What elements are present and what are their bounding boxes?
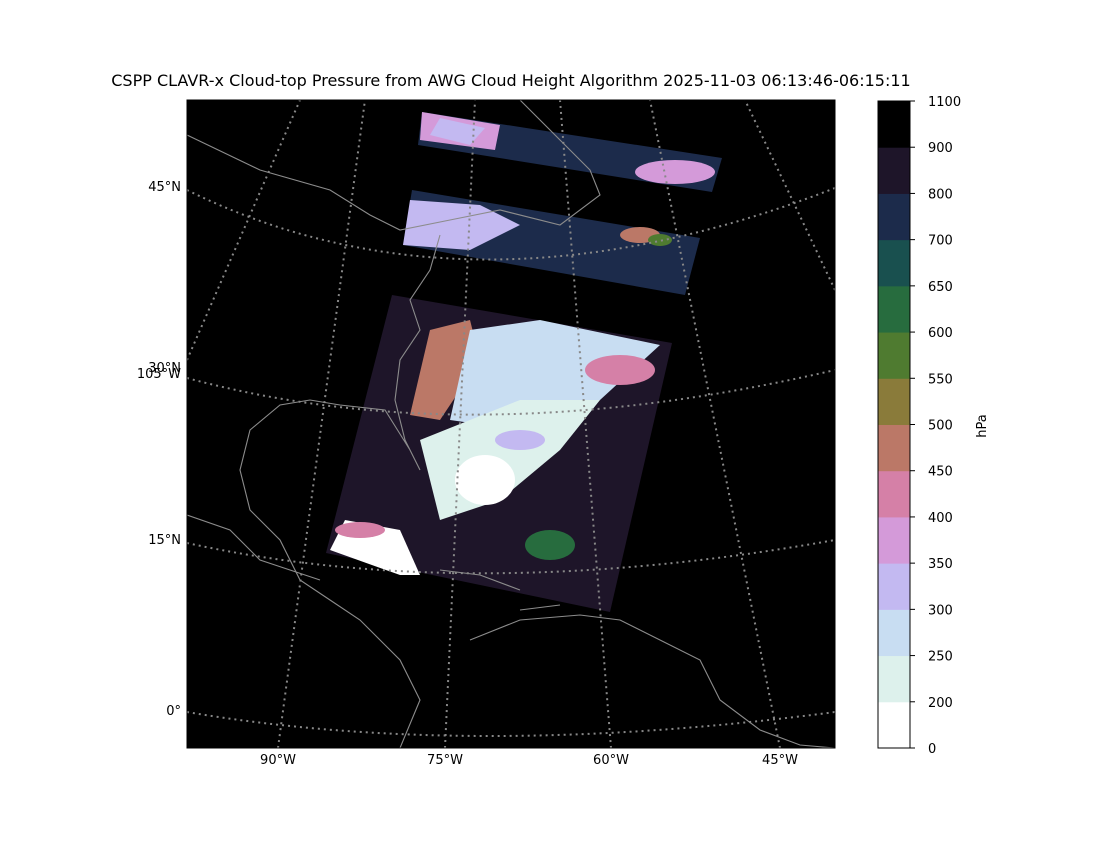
graticule (444, 100, 476, 748)
colorbar-segment (878, 655, 910, 703)
colorbar-tick-label: 500 (928, 419, 953, 434)
colorbar-segment (878, 239, 910, 287)
cloud (495, 430, 545, 450)
graticule (187, 369, 835, 416)
cloud (335, 522, 385, 538)
colorbar-tick-label: 300 (928, 603, 953, 618)
colorbar-tick-label: 600 (928, 326, 953, 341)
lat-label: 45°N (148, 180, 181, 195)
cloud (450, 320, 660, 430)
colorbar-tick-label: 450 (928, 465, 953, 480)
map-frame (186, 99, 836, 749)
lon-label: 45°W (762, 753, 798, 768)
coastline (187, 100, 601, 231)
coastline (239, 234, 441, 748)
graticule (559, 100, 612, 748)
colorbar-segment (878, 701, 910, 749)
colorbar-label: hPa (975, 414, 990, 437)
colorbar-segment (878, 563, 910, 610)
coastline (439, 569, 835, 748)
cloud (455, 455, 515, 505)
cloud (430, 118, 485, 145)
graticule (277, 100, 366, 748)
lon-label: 90°W (260, 753, 296, 768)
colorbar-segment (878, 147, 910, 194)
colorbar: 0 200 250 300 350 400 450 500 550 600 650 700 800 900… (877, 95, 961, 757)
colorbar-segment (878, 101, 910, 148)
lon-label: 75°W (427, 753, 463, 768)
title: CSPP CLAVR-x Cloud-top Pressure from AWG… (111, 71, 910, 90)
cloud (410, 320, 480, 420)
lat-label: 15°N (148, 533, 181, 548)
cloud (648, 234, 672, 246)
colorbar-tick-label: 400 (928, 511, 953, 526)
colorbar-segment (878, 516, 910, 564)
cloud (635, 160, 715, 184)
cloud (585, 355, 655, 385)
colorbar-segment (878, 378, 910, 425)
colorbar-tick-label: 550 (928, 372, 953, 387)
colorbar-tick-label: 650 (928, 280, 953, 295)
colorbar-segment (878, 285, 910, 333)
colorbar-tick-label: 200 (928, 696, 953, 711)
lat-label: 0° (166, 704, 181, 719)
colorbar-segment (878, 609, 910, 657)
colorbar-segment (878, 470, 910, 518)
lat-label: 30°N (148, 361, 181, 376)
colorbar-tick-label: 350 (928, 557, 953, 572)
colorbar-tick-label: 700 (928, 234, 953, 249)
colorbar-segment (878, 332, 910, 379)
colorbar-tick-label: 900 (928, 141, 953, 156)
lon-label: 60°W (593, 753, 629, 768)
colorbar-segment (878, 424, 910, 472)
coastline (187, 514, 321, 581)
map-layer (187, 100, 835, 748)
colorbar-tick-label: 800 (928, 187, 953, 202)
lon-label: 105°W (137, 367, 181, 382)
colorbar-segment (878, 193, 910, 241)
colorbar-tick-label: 250 (928, 650, 953, 665)
cloud (403, 200, 520, 250)
graticule (649, 100, 781, 748)
colorbar-tick-label: 0 (928, 742, 936, 757)
colorbar-tick-label: 1100 (928, 95, 961, 110)
graticule (744, 100, 835, 291)
cloud (525, 530, 575, 560)
